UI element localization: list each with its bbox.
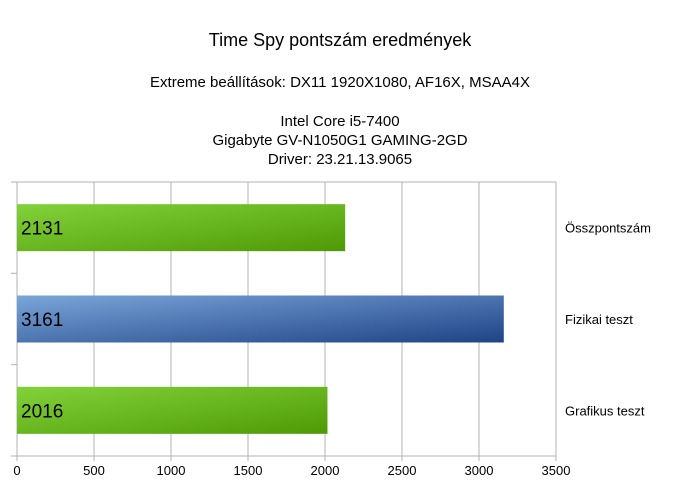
bar: [17, 295, 504, 343]
category-label: Fizikai teszt: [565, 312, 633, 327]
x-tick-label: 2500: [388, 463, 417, 478]
data-label: 2016: [21, 401, 63, 422]
bar: [17, 386, 328, 434]
chart-title: Time Spy pontszám eredmények: [208, 30, 472, 50]
bar: [17, 204, 346, 252]
chart-subtitle-line-4: Driver: 23.21.13.9065: [267, 151, 413, 168]
bar-layer: 2131 3161 2016: [17, 204, 504, 434]
chart-subtitle-line-3: Gigabyte GV-N1050G1 GAMING-2GD: [212, 132, 468, 149]
x-tick-label: 500: [83, 463, 105, 478]
axis-layer: 0 500 1000 1500 2000 2500 3000 3500 Összpontszám…: [11, 181, 651, 478]
x-tick-label: 1000: [157, 463, 186, 478]
chart-subtitle-line-2: Intel Core i5-7400: [280, 113, 400, 130]
category-label: Összpontszám: [565, 221, 651, 236]
category-label: Grafikus teszt: [565, 403, 645, 418]
x-tick-label: 1500: [234, 463, 263, 478]
chart-subtitle-line-1: Extreme beállítások: DX11 1920X1080, AF1…: [150, 74, 530, 91]
data-label: 3161: [21, 310, 63, 331]
x-tick-label: 3000: [465, 463, 494, 478]
x-tick-label: 2000: [311, 463, 340, 478]
x-tick-label: 0: [13, 463, 20, 478]
data-label: 2131: [21, 219, 63, 240]
x-tick-label: 3500: [542, 463, 571, 478]
